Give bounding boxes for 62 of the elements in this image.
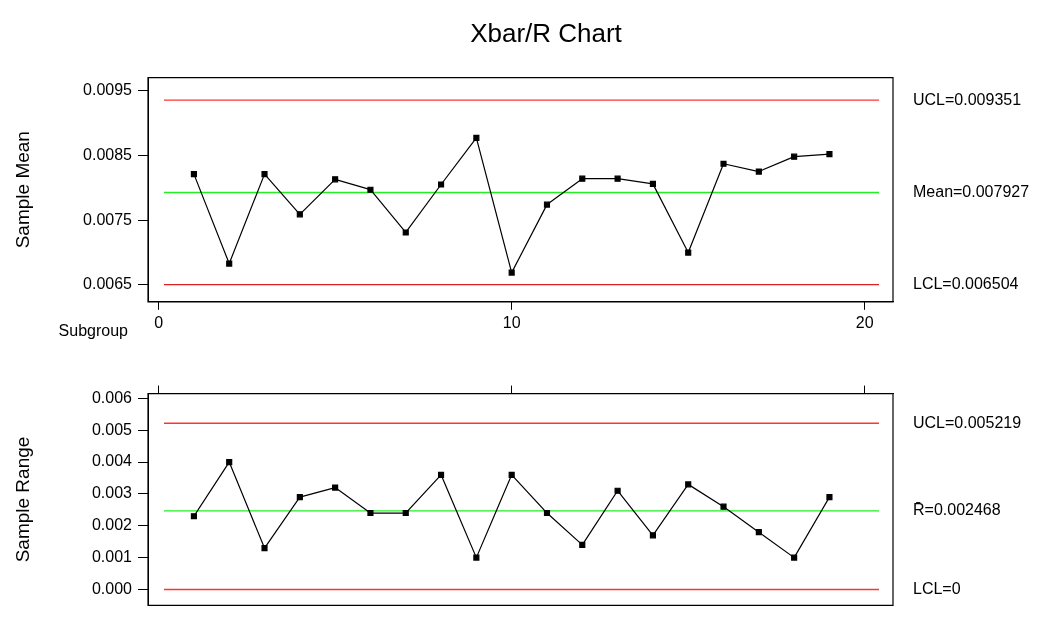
ref-line-label: UCL=0.005219 xyxy=(913,413,1022,431)
y-tick-label: 0.000 xyxy=(91,579,133,597)
point xyxy=(649,532,656,539)
point xyxy=(296,211,303,218)
ref-line-label: LCL=0 xyxy=(913,579,961,597)
point xyxy=(226,459,233,466)
point xyxy=(473,134,480,141)
ref-line-label: Mean=0.007927 xyxy=(913,182,1030,200)
point xyxy=(437,181,445,188)
point xyxy=(614,487,621,494)
ref-line-label: LCL=0.006504 xyxy=(913,275,1019,293)
point xyxy=(226,260,233,267)
point xyxy=(437,471,445,478)
point xyxy=(190,171,197,178)
point xyxy=(649,180,656,187)
point xyxy=(402,229,409,236)
point xyxy=(296,494,303,501)
point xyxy=(755,168,762,175)
ref-line-label: UCL=0.009351 xyxy=(913,90,1022,108)
point xyxy=(685,481,692,488)
point xyxy=(543,201,551,208)
point xyxy=(473,554,480,561)
point xyxy=(367,186,374,193)
point xyxy=(791,153,798,160)
y-tick-label: 0.005 xyxy=(91,420,133,438)
point xyxy=(332,176,339,183)
y-tick-label: 0.0075 xyxy=(83,210,133,228)
point xyxy=(720,503,727,510)
x-tick-label: 20 xyxy=(855,313,874,331)
point xyxy=(543,509,551,517)
y-tick-label: 0.006 xyxy=(91,388,133,406)
y-tick-label: 0.0095 xyxy=(83,80,133,98)
point xyxy=(332,484,339,491)
point xyxy=(755,529,762,536)
point xyxy=(826,150,833,158)
x-tick-label: 10 xyxy=(502,313,521,331)
y-tick-label: 0.0065 xyxy=(83,275,133,293)
point xyxy=(402,509,409,517)
point xyxy=(261,171,268,178)
y-axis-title: Sample Range xyxy=(11,436,33,563)
y-tick-label: 0.0085 xyxy=(83,145,133,163)
point xyxy=(685,249,692,256)
point xyxy=(508,471,515,478)
y-axis-title: Sample Mean xyxy=(11,131,33,249)
point xyxy=(826,494,833,501)
point xyxy=(190,513,197,520)
ref-line-label: R̄=0.002468 xyxy=(913,501,1001,519)
point xyxy=(367,509,374,517)
point xyxy=(579,541,586,548)
y-tick-label: 0.004 xyxy=(91,452,133,470)
x-axis-title: Subgroup xyxy=(58,322,129,340)
point xyxy=(579,175,586,182)
point xyxy=(720,160,727,167)
y-tick-label: 0.001 xyxy=(91,548,133,566)
x-tick-label: 0 xyxy=(154,313,164,331)
point xyxy=(261,545,268,552)
y-tick-label: 0.003 xyxy=(91,484,133,502)
point xyxy=(508,269,515,276)
point xyxy=(791,554,798,561)
point xyxy=(614,175,621,182)
y-tick-label: 0.002 xyxy=(91,516,133,534)
chart-title: Xbar/R Chart xyxy=(469,18,623,49)
